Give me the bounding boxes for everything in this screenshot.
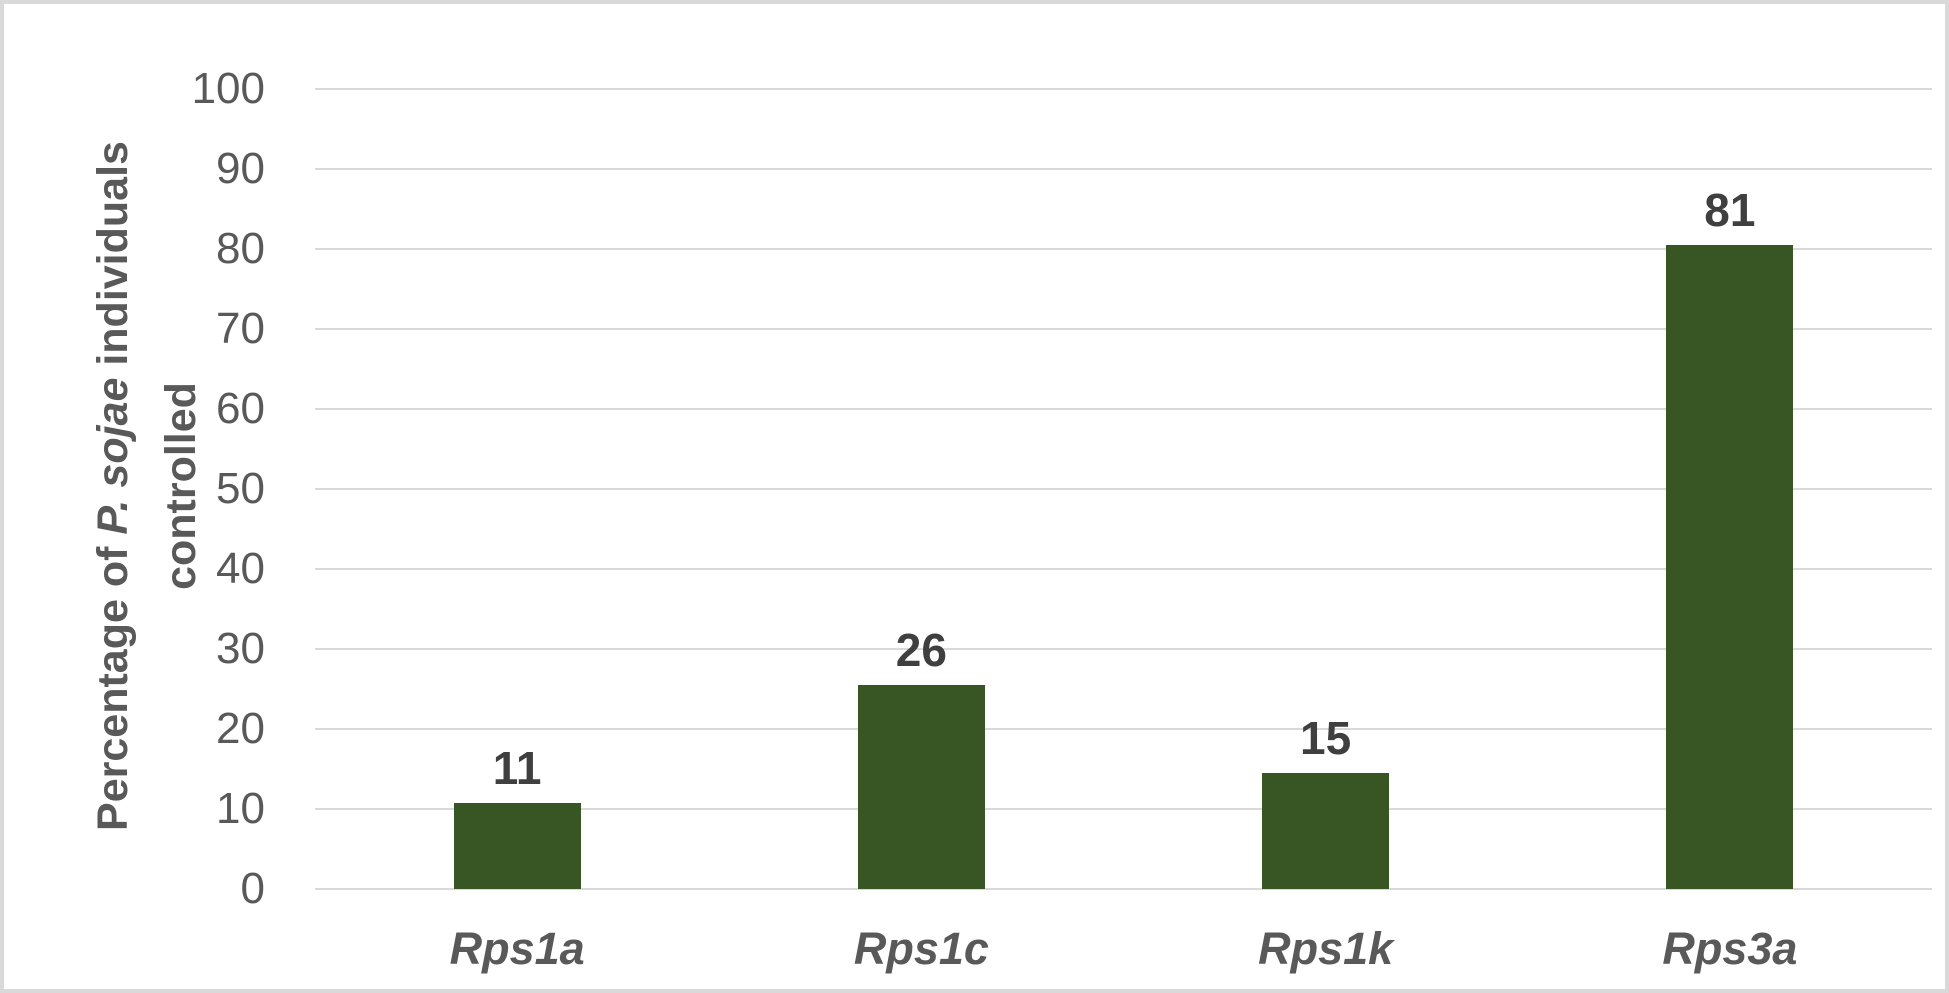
- gridline-30: [315, 648, 1932, 650]
- bar-rps3a: [1666, 245, 1794, 889]
- gridline-10: [315, 808, 1932, 810]
- y-tick-label-10: 10: [216, 784, 265, 833]
- gridline-50: [315, 488, 1932, 490]
- gridline-20: [315, 728, 1932, 730]
- x-category-label-rps1k: Rps1k: [1258, 923, 1394, 974]
- x-category-label-rps1c: Rps1c: [853, 923, 989, 974]
- bar-value-label-rps3a: 81: [1704, 184, 1756, 236]
- gridline-40: [315, 568, 1932, 570]
- bar-rps1a: [453, 802, 581, 889]
- y-tick-label-50: 50: [216, 464, 265, 513]
- bar-rps1c: [857, 685, 985, 889]
- bar-value-label-rps1k: 15: [1300, 712, 1352, 764]
- y-tick-label-40: 40: [216, 544, 265, 593]
- x-category-label-rps3a: Rps3a: [1662, 923, 1798, 974]
- gridline-80: [315, 248, 1932, 250]
- bar-value-label-rps1a: 11: [492, 741, 542, 794]
- gridline-60: [315, 408, 1932, 410]
- y-tick-label-0: 0: [240, 864, 265, 913]
- y-tick-label-90: 90: [216, 144, 265, 193]
- y-tick-label-30: 30: [216, 624, 265, 673]
- gridline-90: [315, 168, 1932, 170]
- plot-area: 11 26 15 81: [315, 88, 1932, 890]
- y-tick-label-100: 100: [191, 64, 265, 113]
- y-tick-label-80: 80: [216, 224, 265, 273]
- gridline-100: [315, 88, 1932, 90]
- y-tick-label-20: 20: [216, 704, 265, 753]
- x-axis-category-row: Rps1a Rps1c Rps1k Rps3a: [315, 918, 1932, 980]
- bar-rps1k: [1262, 773, 1390, 889]
- x-category-label-rps1a: Rps1a: [449, 923, 585, 974]
- y-tick-label-60: 60: [216, 384, 265, 433]
- bar-value-label-rps1c: 26: [895, 624, 947, 676]
- gridline-0: [315, 888, 1932, 890]
- y-tick-label-70: 70: [216, 304, 265, 353]
- gridline-70: [315, 328, 1932, 330]
